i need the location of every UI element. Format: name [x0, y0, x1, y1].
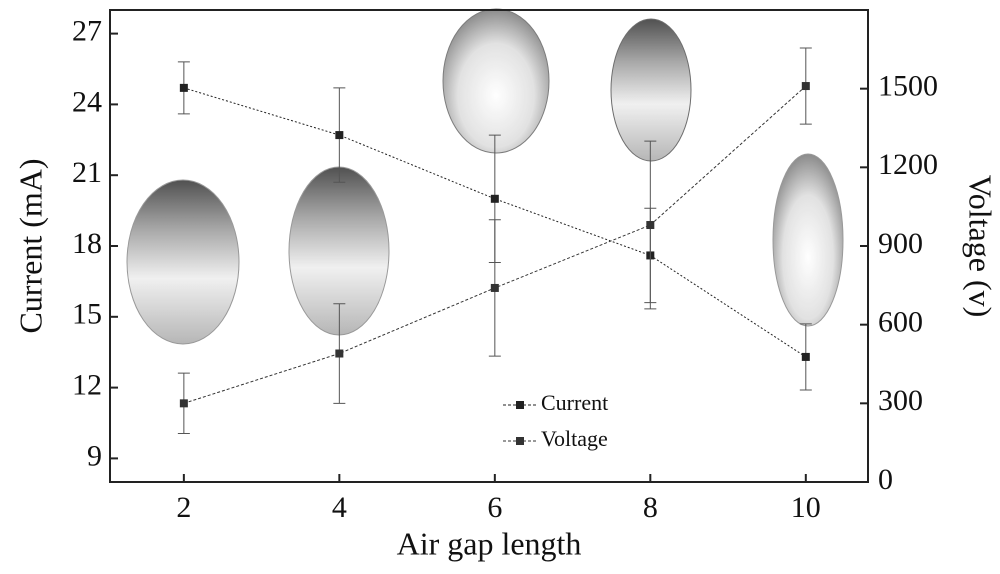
x-tick-label: 10: [791, 491, 821, 524]
y2-tick-label: 900: [878, 227, 923, 260]
y-axis-title: Current (mA): [12, 158, 48, 333]
data-point: [179, 399, 188, 408]
legend-marker: [516, 437, 524, 445]
data-point: [490, 283, 499, 292]
series-line: [183, 87, 807, 358]
data-point: [335, 349, 344, 358]
y-tick-label: 9: [87, 439, 102, 472]
y-tick-label: 15: [72, 298, 102, 331]
y2-axis-title: Voltage (v): [963, 175, 999, 317]
y-tick-label: 12: [72, 368, 102, 401]
y2-tick-label: 600: [878, 306, 923, 339]
x-tick-label: 8: [643, 491, 658, 524]
x-axis-title: Air gap length: [397, 525, 582, 561]
y-tick-label: 21: [72, 156, 102, 189]
y-tick-label: 18: [72, 227, 102, 260]
y-tick-label: 24: [72, 85, 102, 118]
legend-label: Voltage: [541, 426, 608, 451]
y2-tick-label: 1500: [878, 70, 938, 103]
y2-tick-label: 0: [878, 463, 893, 496]
data-point: [801, 352, 810, 361]
data-point: [801, 82, 810, 91]
x-tick-label: 4: [332, 491, 347, 524]
data-point: [179, 83, 188, 92]
x-tick-label: 6: [487, 491, 502, 524]
y2-tick-label: 1200: [878, 148, 938, 181]
legend-marker: [516, 401, 524, 409]
x-tick-label: 2: [176, 491, 191, 524]
y2-tick-label: 300: [878, 384, 923, 417]
data-point: [335, 131, 344, 140]
legend-label: Current: [541, 390, 608, 415]
data-point: [646, 221, 655, 230]
y-tick-label: 27: [72, 14, 102, 47]
inset-images: [126, 8, 844, 345]
data-point: [490, 194, 499, 203]
